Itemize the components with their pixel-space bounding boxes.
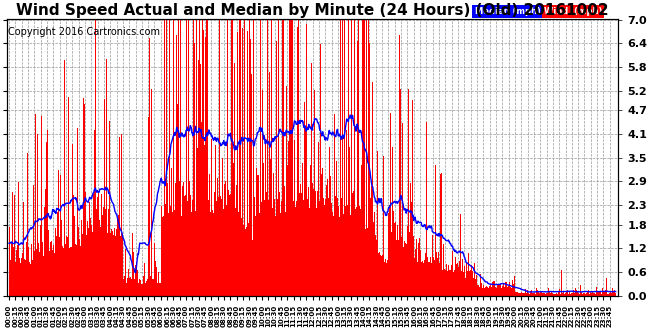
Text: Median (mph): Median (mph)	[474, 7, 540, 16]
Text: Wind  (mph): Wind (mph)	[543, 7, 602, 16]
Text: Copyright 2016 Cartronics.com: Copyright 2016 Cartronics.com	[8, 27, 160, 37]
Title: Wind Speed Actual and Median by Minute (24 Hours) (Old) 20161002: Wind Speed Actual and Median by Minute (…	[16, 3, 609, 18]
